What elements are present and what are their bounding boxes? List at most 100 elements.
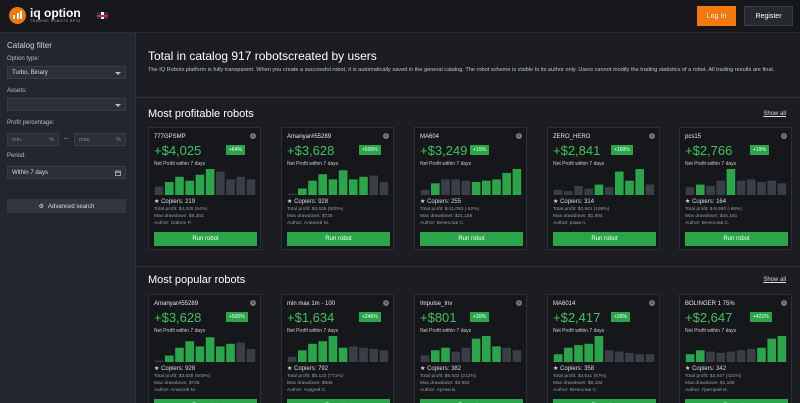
chart-bar: [685, 354, 695, 362]
profit-percentage-label: Profit percentage:: [7, 120, 55, 126]
logo-icon: [9, 7, 26, 24]
run-robot-button[interactable]: Run robot: [420, 232, 523, 246]
robot-card[interactable]: MA6014 i +$2,417 +39% Net Profit within 7 da…: [547, 294, 660, 403]
chart-bar: [185, 341, 194, 362]
robot-card[interactable]: pcs15 i +$2,766 +19% Net Profit within 7 day…: [679, 127, 792, 250]
show-all-link[interactable]: Show all: [763, 111, 786, 117]
advanced-search-button[interactable]: ⚙ Advanced search: [7, 199, 126, 213]
info-icon[interactable]: i: [250, 300, 256, 306]
star-icon: ★: [685, 199, 691, 205]
info-icon[interactable]: i: [781, 300, 787, 306]
run-robot-button[interactable]: Run robot: [154, 399, 257, 403]
robot-name[interactable]: Amanyar#55289: [287, 134, 332, 140]
advanced-search-label: Advanced search: [48, 203, 95, 210]
profit-bar-chart: [553, 336, 655, 362]
robot-name[interactable]: min max 1m - 100: [287, 301, 336, 307]
run-robot-button[interactable]: Run robot: [685, 399, 788, 403]
profit-bar-chart: [154, 169, 256, 195]
run-robot-button[interactable]: Run robot: [154, 232, 257, 246]
run-robot-button[interactable]: Run robot: [553, 232, 656, 246]
iq-option-logo[interactable]: iq option TRADING ROBOTS BETA: [9, 7, 81, 24]
max-placeholder: max.: [79, 137, 91, 143]
max-profit-input[interactable]: max. %: [74, 133, 126, 146]
info-icon[interactable]: i: [250, 133, 256, 139]
robot-name[interactable]: 777GPSMP: [154, 134, 186, 140]
info-icon[interactable]: i: [781, 133, 787, 139]
robot-card[interactable]: min max 1m - 100 i +$1,634 +246% Net Profit …: [281, 294, 394, 403]
info-icon[interactable]: i: [649, 300, 655, 306]
robot-name[interactable]: Amanyar#55289: [154, 301, 199, 307]
run-robot-button[interactable]: Run robot: [685, 232, 788, 246]
run-robot-button[interactable]: Run robot: [553, 399, 656, 403]
chart-bar: [451, 351, 460, 362]
chart-bar: [441, 179, 450, 195]
robot-card[interactable]: BOLINGER 1 75% i +$2,647 +421% Net Profit wi…: [679, 294, 792, 403]
chart-bar: [379, 182, 389, 195]
profit-bar-chart: [553, 169, 655, 195]
robot-name[interactable]: pcs15: [685, 134, 702, 140]
chart-bar: [461, 347, 471, 362]
robot-name[interactable]: ZERO_HERO: [553, 134, 591, 140]
run-robot-button[interactable]: Run robot: [287, 399, 390, 403]
uk-flag-icon[interactable]: [97, 12, 108, 19]
period-label: Period:: [7, 153, 27, 159]
robot-card[interactable]: MA604 i +$3,249 +15% Net Profit within 7 day…: [414, 127, 527, 250]
star-icon: ★: [420, 199, 426, 205]
max-drawdown: Max drawdown: $21,156: [420, 214, 473, 219]
filter-title: Catalog filter: [7, 41, 52, 50]
chart-bar: [451, 179, 460, 195]
show-all-link[interactable]: Show all: [763, 277, 786, 283]
run-robot-button[interactable]: Run robot: [287, 232, 390, 246]
register-button[interactable]: Register: [744, 6, 793, 26]
login-button[interactable]: Log In: [697, 6, 736, 26]
robot-card[interactable]: 777GPSMP i +$4,025 +64% Net Profit within 7 …: [148, 127, 261, 250]
chart-bar: [492, 346, 501, 362]
chart-bar: [615, 171, 624, 195]
total-profit: Total profit: $3,511 (57%): [553, 374, 607, 379]
info-icon[interactable]: i: [383, 133, 389, 139]
assets-select[interactable]: [7, 98, 126, 111]
chart-bar: [685, 187, 695, 195]
robot-card[interactable]: Impulse_Inv i +$801 +30% Net Profit within 7…: [414, 294, 527, 403]
min-profit-input[interactable]: min. %: [7, 133, 59, 146]
net-profit-label: Net Profit within 7 days: [287, 161, 339, 167]
chart-bar: [492, 179, 501, 195]
net-profit-label: Net Profit within 7 days: [685, 328, 737, 334]
period-select[interactable]: Within 7 days: [7, 166, 126, 179]
option-type-select[interactable]: Turbo, Binary: [7, 66, 126, 79]
chart-bar: [349, 179, 358, 195]
robot-name[interactable]: Impulse_Inv: [420, 301, 453, 307]
chart-bar: [726, 351, 736, 362]
chart-bar: [287, 193, 297, 195]
chart-bar: [564, 347, 573, 362]
top-header: iq option TRADING ROBOTS BETA Log In Reg…: [0, 0, 800, 33]
robot-name[interactable]: MA6014: [553, 301, 576, 307]
chart-bar: [216, 346, 225, 362]
profit-percent-badge: +500%: [359, 145, 381, 155]
robot-name[interactable]: BOLINGER 1 75%: [685, 301, 735, 307]
run-robot-button[interactable]: Run robot: [420, 399, 523, 403]
chart-bar: [767, 180, 776, 195]
copiers-text: Copiers: 164: [692, 199, 727, 205]
chart-bar: [777, 183, 787, 195]
robot-card[interactable]: Amanyar#55289 i +$3,628 +500% Net Profit wit…: [148, 294, 261, 403]
robot-card[interactable]: Amanyar#55289 i +$3,628 +500% Net Profit wit…: [281, 127, 394, 250]
star-icon: ★: [420, 366, 426, 372]
info-icon[interactable]: i: [383, 300, 389, 306]
copiers-count: ★ Copiers: 928: [154, 365, 195, 372]
robot-card[interactable]: ZERO_HERO i +$2,841 +169% Net Profit within …: [547, 127, 660, 250]
robot-name[interactable]: MA604: [420, 134, 440, 140]
chart-bar: [369, 349, 378, 362]
chart-bar: [564, 191, 573, 195]
net-profit-value: +$1,634: [287, 310, 335, 325]
total-profit: Total profit: $2,841 (169%): [553, 207, 610, 212]
info-icon[interactable]: i: [516, 133, 522, 139]
chart-bar: [594, 184, 604, 195]
chart-bar: [420, 355, 430, 362]
net-profit-value: +$2,766: [685, 143, 733, 158]
chart-bar: [747, 179, 756, 195]
chart-bar: [706, 185, 715, 195]
star-icon: ★: [685, 366, 691, 372]
info-icon[interactable]: i: [516, 300, 522, 306]
info-icon[interactable]: i: [649, 133, 655, 139]
